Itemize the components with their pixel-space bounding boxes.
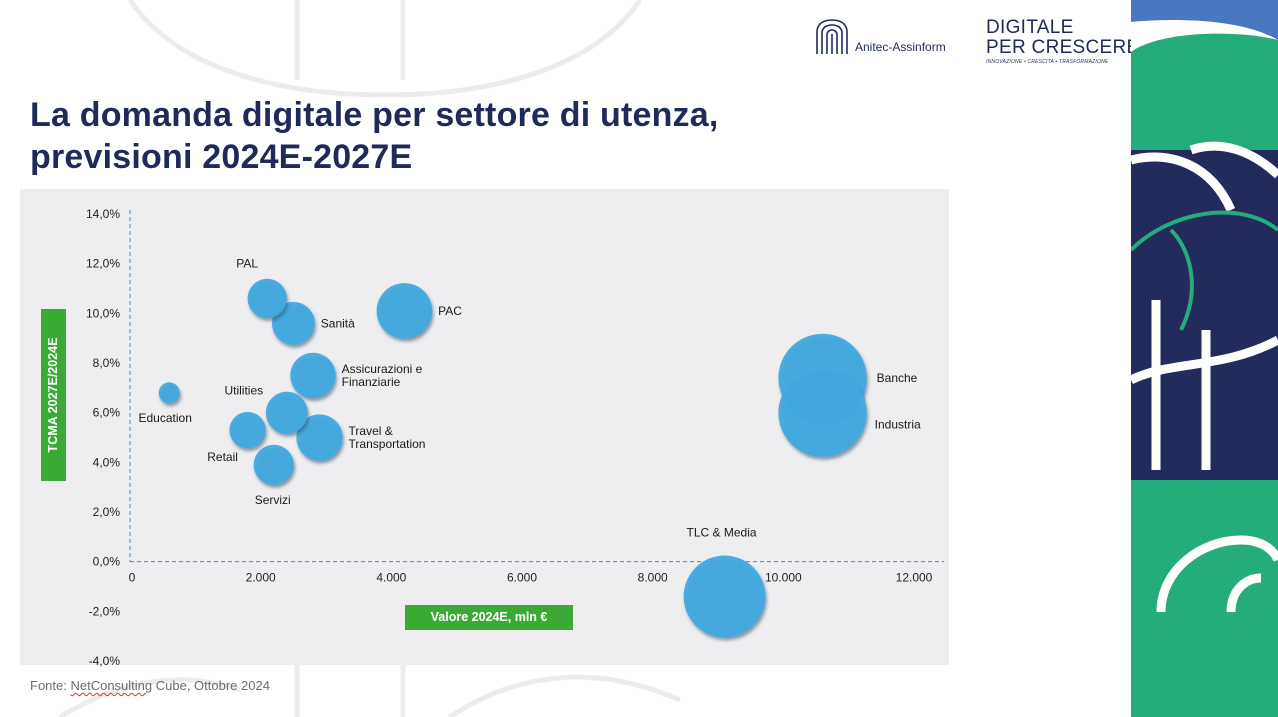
bubble-point <box>271 301 315 345</box>
bubble-point <box>778 368 867 457</box>
x-axis-title: Valore 2024E, mln € <box>405 605 573 630</box>
y-axis-title-box <box>41 309 66 481</box>
y-tick-label: 4,0% <box>93 455 121 469</box>
digitale-per-crescere-logo: DIGITALE PER CRESCERE INNOVAZIONE • CRES… <box>986 17 1140 66</box>
y-tick-label: 8,0% <box>93 356 121 370</box>
source-link[interactable]: NetConsulting <box>70 678 153 693</box>
page-title-line1: La domanda digitale per settore di utenz… <box>30 96 719 134</box>
anitec-assinform-logo: Anitec-Assinform <box>813 18 946 56</box>
anitec-logo-text: Anitec-Assinform <box>855 40 946 54</box>
bubble-label: Finanziarie <box>342 375 401 389</box>
bubble-label: TLC & Media <box>687 525 757 539</box>
bubble-point <box>229 411 266 449</box>
y-tick-label: 0,0% <box>93 555 121 569</box>
bubble-label: Transportation <box>349 437 426 451</box>
bubble-label: PAL <box>236 256 258 270</box>
source-suffix: Cube, Ottobre 2024 <box>152 678 270 693</box>
bubble-label: Assicurazioni e <box>342 362 423 376</box>
right-decorative-band <box>1131 0 1278 717</box>
digitale-logo-line1: DIGITALE <box>986 17 1074 38</box>
y-tick-label: -2,0% <box>89 604 121 618</box>
page-title: La domanda digitale per settore di utenz… <box>30 94 719 178</box>
digitale-logo-tagline: INNOVAZIONE • CRESCITA • TRASFORMAZIONE <box>986 59 1109 65</box>
page-title-line2: previsioni 2024E-2027E <box>30 138 413 176</box>
y-tick-label: 10,0% <box>86 306 120 320</box>
bubble-point <box>290 352 336 399</box>
source-prefix: Fonte: <box>30 678 71 693</box>
x-tick-label: 2.000 <box>246 571 276 585</box>
bubble-point <box>296 414 343 461</box>
x-tick-label: 6.000 <box>507 571 537 585</box>
x-tick-label: 0 <box>129 571 136 585</box>
x-tick-label: 4.000 <box>376 571 406 585</box>
x-tick-label: 8.000 <box>638 571 668 585</box>
bubble-label: Sanità <box>321 316 355 330</box>
bubble-label: Industria <box>875 418 921 432</box>
y-tick-label: 2,0% <box>93 505 121 519</box>
bubble-point <box>683 555 766 638</box>
bubble-point <box>376 283 433 339</box>
anitec-eagle-icon <box>816 19 848 54</box>
bubble-label: Retail <box>207 450 238 464</box>
bubble-point <box>265 391 308 434</box>
bubble-label: Banche <box>877 371 918 385</box>
y-tick-label: 6,0% <box>93 406 121 420</box>
x-tick-label: 10.000 <box>765 571 802 585</box>
y-tick-label: 12,0% <box>86 257 120 271</box>
bubble-label: PAC <box>438 304 462 318</box>
bubble-label: Utilities <box>224 384 263 398</box>
x-tick-label: 12.000 <box>896 571 933 585</box>
bubble-label: Travel & <box>349 424 393 438</box>
bubble-point <box>158 382 180 404</box>
y-tick-label: -4,0% <box>89 654 121 668</box>
bubble-label: Servizi <box>255 493 291 507</box>
bubble-label: Education <box>139 411 192 425</box>
source-note: Fonte: NetConsulting Cube, Ottobre 2024 <box>30 678 270 693</box>
y-axis-title: TCMA 2027E/2024E <box>46 337 60 453</box>
bubble-point <box>253 444 294 485</box>
y-tick-label: 14,0% <box>86 207 120 221</box>
bubble-point <box>247 278 287 319</box>
digitale-logo-line2: PER CRESCERE <box>986 37 1140 58</box>
